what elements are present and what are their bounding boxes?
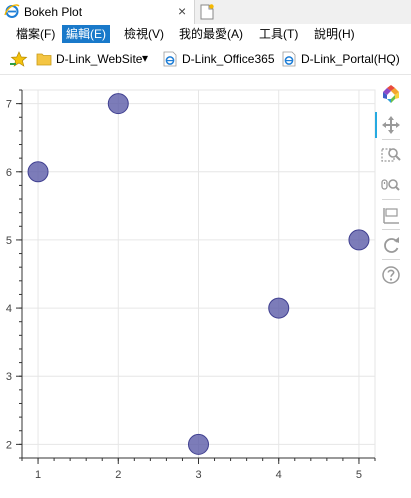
- chevron-down-icon[interactable]: ▾: [142, 51, 149, 65]
- save-icon[interactable]: [380, 204, 402, 226]
- scatter-chart[interactable]: 1 2 3 4 5 2 3 4 5 6 7: [0, 76, 411, 495]
- data-point: [268, 297, 290, 319]
- x-tick-label: 3: [195, 469, 201, 481]
- x-tick-label: 2: [115, 469, 121, 481]
- reset-icon[interactable]: [380, 234, 402, 256]
- wheel-zoom-icon[interactable]: [380, 174, 402, 196]
- y-tick-label: 4: [6, 303, 12, 315]
- browser-tab[interactable]: Bokeh Plot ×: [0, 0, 195, 24]
- favorites-bar: D-Link_WebSite ▾ D-Link_Office365 D-Link…: [0, 44, 411, 75]
- help-icon[interactable]: [380, 264, 402, 286]
- x-tick-label: 1: [35, 469, 41, 481]
- favorite-label: D-Link_Portal(HQ): [301, 52, 400, 66]
- favorite-label: D-Link_Office365: [182, 52, 275, 66]
- ie-page-icon: [281, 51, 297, 70]
- x-tick-label: 4: [276, 469, 282, 481]
- new-tab-icon[interactable]: [198, 3, 216, 24]
- ie-icon: [4, 3, 20, 22]
- toolbar-divider: [382, 139, 400, 140]
- y-tick-label: 5: [6, 235, 12, 247]
- data-point: [188, 433, 209, 455]
- data-point: [27, 161, 49, 183]
- close-icon[interactable]: ×: [178, 3, 187, 19]
- data-point: [107, 93, 129, 115]
- ie-page-icon: [162, 51, 178, 70]
- y-tick-label: 3: [6, 371, 12, 383]
- data-point: [348, 229, 370, 251]
- menu-file[interactable]: 檔案(F): [16, 27, 56, 41]
- menu-bar: 檔案(F) 編輯(E) 檢視(V) 我的最愛(A) 工具(T) 說明(H): [0, 24, 411, 44]
- menu-edit[interactable]: 編輯(E): [62, 25, 110, 43]
- tab-bar: Bokeh Plot ×: [0, 0, 411, 25]
- menu-tools[interactable]: 工具(T): [259, 27, 299, 41]
- bokeh-logo-icon[interactable]: [380, 84, 402, 106]
- menu-favorites[interactable]: 我的最愛(A): [179, 27, 243, 41]
- y-tick-label: 2: [6, 439, 12, 451]
- favorite-label: D-Link_WebSite: [56, 52, 143, 66]
- active-tool-indicator: [375, 112, 377, 138]
- toolbar-divider: [382, 199, 400, 200]
- toolbar-divider: [382, 229, 400, 230]
- toolbar-divider: [382, 259, 400, 260]
- menu-help[interactable]: 說明(H): [314, 27, 355, 41]
- folder-icon: [36, 51, 52, 70]
- tab-title: Bokeh Plot: [24, 5, 83, 19]
- favorite-dlink-portal[interactable]: D-Link_Portal(HQ): [281, 51, 406, 67]
- favorite-dlink-website[interactable]: D-Link_WebSite ▾: [36, 51, 156, 67]
- bokeh-toolbar: [375, 84, 406, 304]
- bokeh-plot[interactable]: 1 2 3 4 5 2 3 4 5 6 7: [0, 76, 411, 495]
- favorite-dlink-office365[interactable]: D-Link_Office365: [162, 51, 277, 67]
- pan-icon[interactable]: [380, 114, 402, 136]
- favorites-star-icon[interactable]: [10, 51, 28, 70]
- box-zoom-icon[interactable]: [380, 144, 402, 166]
- y-tick-label: 6: [6, 167, 12, 179]
- x-tick-label: 5: [356, 469, 362, 481]
- menu-view[interactable]: 檢視(V): [124, 27, 164, 41]
- y-tick-label: 7: [6, 99, 12, 111]
